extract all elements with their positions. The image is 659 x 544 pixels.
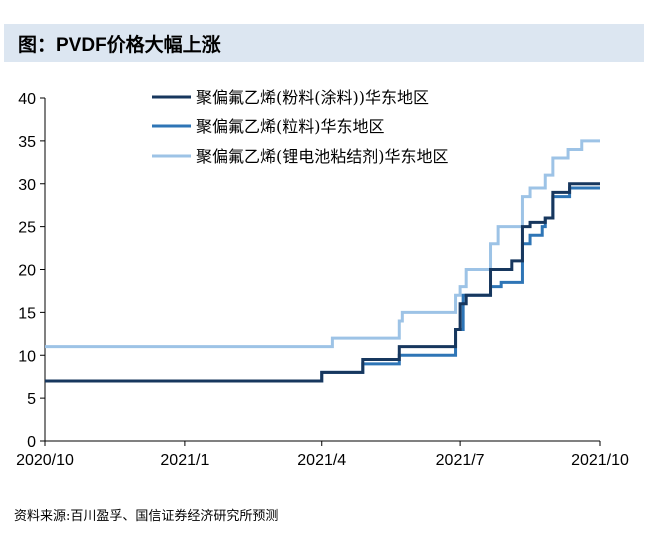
y-tick-label: 25 [18,220,36,237]
series-line-3 [45,139,600,349]
y-tick-label: 40 [18,91,36,108]
legend-label-3: 聚偏氟乙烯(锂电池粘结剂)华东地区 [196,147,449,166]
x-tick-label: 2021/10 [571,452,629,469]
y-tick-label: 10 [18,348,36,365]
x-tick-label: 2021/4 [297,452,346,469]
series-line-1 [45,182,600,383]
series-line-2 [45,186,600,383]
y-tick-label: 30 [18,177,36,194]
x-tick-label: 2020/10 [16,452,74,469]
y-tick-label: 15 [18,305,36,322]
y-tick-label: 35 [18,134,36,151]
y-tick-label: 5 [27,391,36,408]
y-tick-label: 0 [27,434,36,451]
legend-label-1: 聚偏氟乙烯(粉料(涂料))华东地区 [196,88,429,107]
figure-title: 图：PVDF价格大幅上涨 [18,35,221,56]
legend-label-2: 聚偏氟乙烯(粒料)华东地区 [196,117,385,136]
title-bar: 图：PVDF价格大幅上涨 [4,24,644,62]
x-tick-label: 2021/7 [436,452,485,469]
y-tick-label: 20 [18,263,36,280]
x-tick-label: 2021/1 [160,452,209,469]
source-note: 资料来源:百川盈孚、国信证券经济研究所预测 [14,509,279,524]
